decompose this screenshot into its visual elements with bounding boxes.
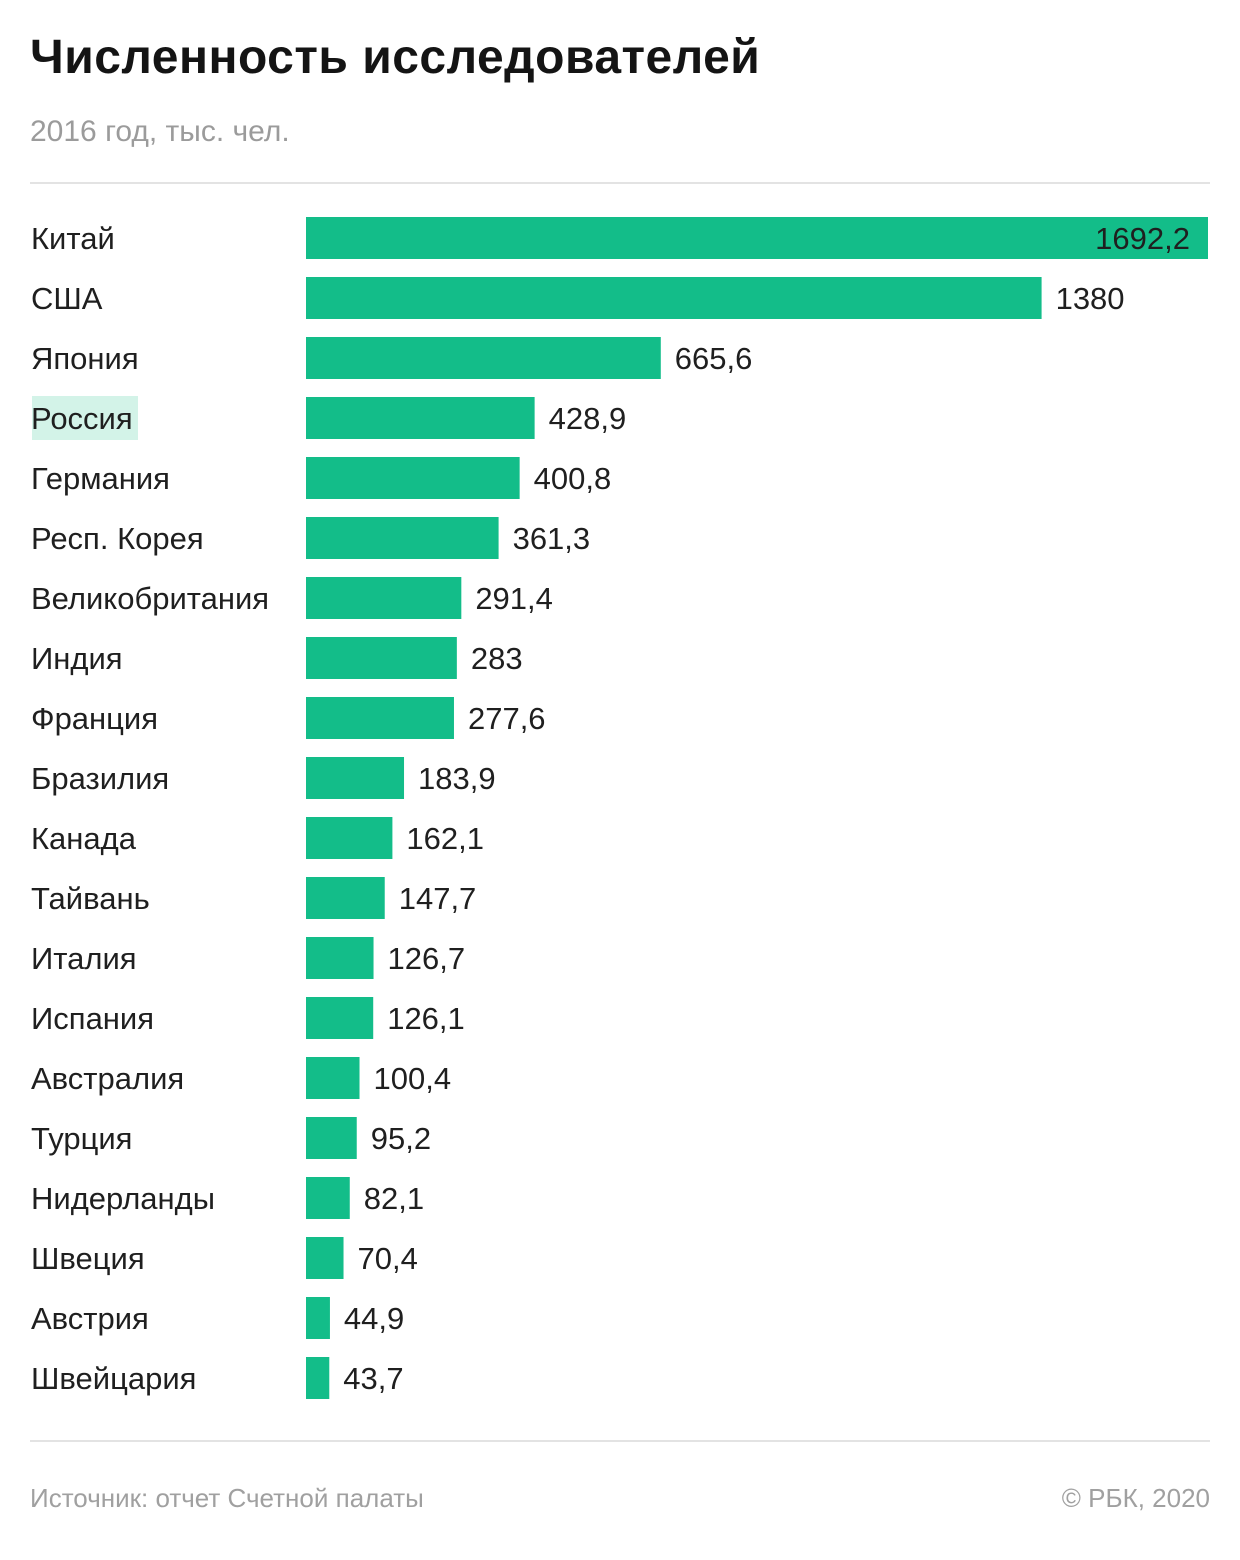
category-label: Индия <box>31 641 123 676</box>
category-label: Респ. Корея <box>31 521 204 556</box>
bar <box>306 877 385 919</box>
category-label: Австрия <box>31 1301 149 1336</box>
value-label: 162,1 <box>406 821 484 856</box>
value-label: 428,9 <box>549 401 627 436</box>
bar <box>306 817 393 859</box>
value-label: 665,6 <box>675 341 753 376</box>
value-label: 277,6 <box>468 701 546 736</box>
category-label: Франция <box>31 701 158 736</box>
value-label: 291,4 <box>475 581 553 616</box>
bar <box>306 1057 360 1099</box>
bar <box>306 1237 344 1279</box>
bar <box>306 637 457 679</box>
value-label: 1692,2 <box>1095 221 1190 256</box>
category-label: Нидерланды <box>31 1181 215 1216</box>
category-label: Германия <box>31 461 170 496</box>
category-label: Китай <box>31 221 115 256</box>
page-title: Численность исследователей <box>30 31 761 84</box>
category-label: Бразилия <box>31 761 169 796</box>
bottom-divider <box>30 1440 1210 1442</box>
value-label: 82,1 <box>364 1181 424 1216</box>
bar <box>306 337 661 379</box>
bar <box>306 577 462 619</box>
category-label: Тайвань <box>31 881 150 916</box>
bar <box>306 1177 350 1219</box>
value-label: 1380 <box>1056 281 1125 316</box>
value-label: 44,9 <box>344 1301 404 1336</box>
bar <box>306 1117 357 1159</box>
category-label: Россия <box>31 401 133 436</box>
bar <box>306 457 520 499</box>
category-label: Турция <box>31 1121 132 1156</box>
value-label: 100,4 <box>374 1061 452 1096</box>
category-label: Япония <box>31 341 139 376</box>
value-label: 400,8 <box>534 461 612 496</box>
category-label: Австралия <box>31 1061 184 1096</box>
category-label: Канада <box>31 821 137 856</box>
bar <box>306 397 535 439</box>
value-label: 95,2 <box>371 1121 431 1156</box>
value-label: 147,7 <box>399 881 477 916</box>
value-label: 43,7 <box>343 1361 403 1396</box>
bar <box>306 217 1208 259</box>
category-label: Великобритания <box>31 581 269 616</box>
value-label: 126,7 <box>388 941 466 976</box>
bar <box>306 277 1042 319</box>
value-label: 361,3 <box>513 521 591 556</box>
bar <box>306 517 499 559</box>
bar-chart: Китай 1692,2 США 1380 Япония 665,6 Россия 428,9… <box>31 217 1208 1399</box>
value-label: 183,9 <box>418 761 496 796</box>
value-label: 70,4 <box>358 1241 418 1276</box>
chart-subtitle: 2016 год, тыс. чел. <box>30 115 290 148</box>
category-highlight <box>32 396 138 440</box>
category-label: Швейцария <box>31 1361 196 1396</box>
category-label: США <box>31 281 103 316</box>
category-label: Швеция <box>31 1241 145 1276</box>
top-divider <box>30 182 1210 184</box>
source-note: Источник: отчет Счетной палаты <box>30 1483 424 1513</box>
category-label: Италия <box>31 941 137 976</box>
bar <box>306 1357 330 1399</box>
value-label: 126,1 <box>387 1001 465 1036</box>
bar <box>306 697 454 739</box>
bar <box>306 937 374 979</box>
copyright-note: © РБК, 2020 <box>1061 1483 1210 1513</box>
bar <box>306 757 405 799</box>
value-label: 283 <box>471 641 523 676</box>
category-label: Испания <box>31 1001 154 1036</box>
bar <box>306 997 374 1039</box>
bar <box>306 1297 330 1339</box>
